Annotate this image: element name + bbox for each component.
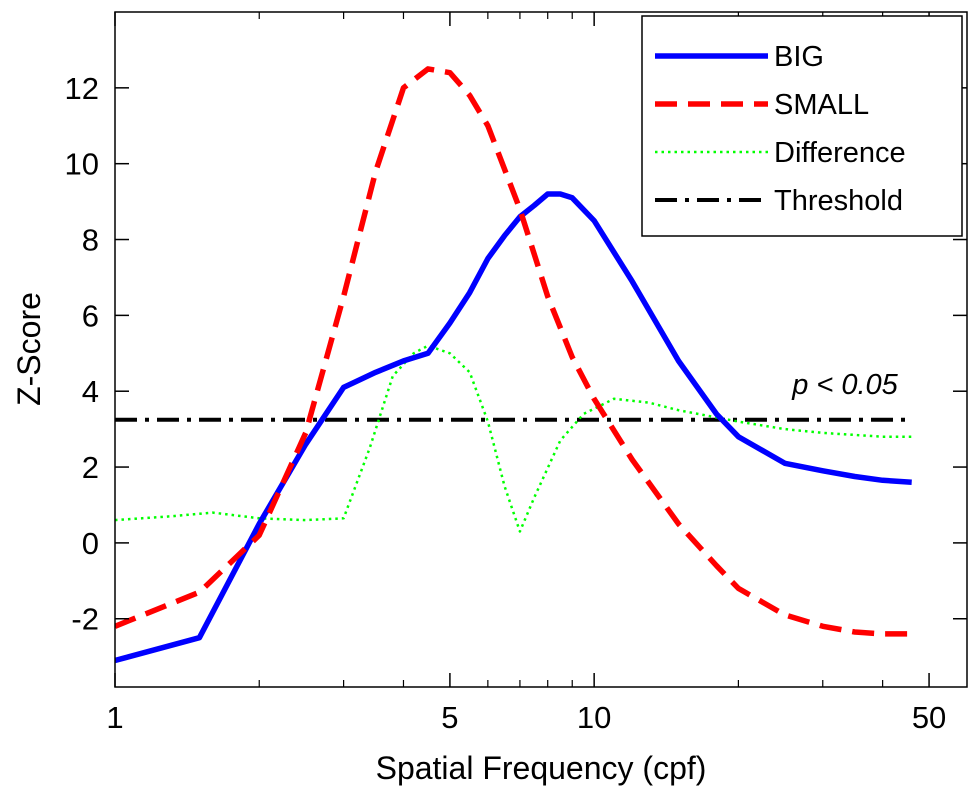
series-line-big <box>115 191 912 664</box>
y-tick-label: 2 <box>82 450 99 485</box>
x-tick-label: 5 <box>441 700 458 735</box>
legend-box <box>641 15 963 237</box>
legend-label-big: BIG <box>774 41 824 73</box>
y-tick-label: 10 <box>65 147 99 182</box>
series-line-small <box>115 66 912 637</box>
y-tick-label: 6 <box>82 298 99 333</box>
plot-frame <box>114 11 968 688</box>
series-layer <box>115 66 912 664</box>
x-axis-label: Spatial Frequency (cpf) <box>376 750 707 786</box>
y-axis-label: Z-Score <box>11 292 47 406</box>
x-tick-label: 1 <box>106 700 123 735</box>
legend: BIG SMALL Difference Threshold <box>641 15 963 237</box>
y-tick-label: 0 <box>82 526 99 561</box>
y-tick-label: 8 <box>82 223 99 258</box>
x-tick-label: 50 <box>912 700 946 735</box>
y-tick-label: 4 <box>82 374 99 409</box>
x-tick-label: 10 <box>577 700 611 735</box>
legend-label-threshold: Threshold <box>774 185 903 217</box>
ticks-layer: 1 5 10 50 -2 0 2 4 6 8 10 12 <box>65 12 967 735</box>
series-line-difference <box>115 344 912 533</box>
legend-label-difference: Difference <box>774 137 906 169</box>
y-tick-label: -2 <box>71 602 99 637</box>
legend-label-small: SMALL <box>774 89 869 121</box>
annotation-p-value: p < 0.05 <box>791 369 898 401</box>
y-tick-label: 12 <box>65 71 99 106</box>
